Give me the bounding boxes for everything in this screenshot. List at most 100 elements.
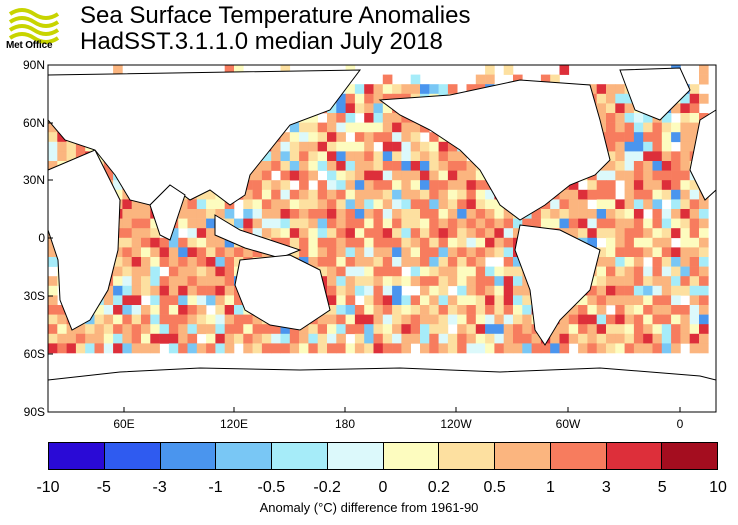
anomaly-cell	[643, 237, 653, 248]
anomaly-cell	[373, 266, 384, 277]
anomaly-cell	[689, 276, 700, 287]
anomaly-cell	[699, 228, 709, 239]
anomaly-cell	[252, 199, 263, 210]
anomaly-cell	[503, 343, 514, 354]
anomaly-cell	[652, 257, 663, 267]
anomaly-cell	[401, 305, 411, 315]
longitude-label: 120E	[220, 417, 248, 431]
anomaly-cell	[531, 343, 542, 354]
anomaly-cell	[345, 93, 356, 104]
anomaly-cell	[420, 218, 430, 229]
anomaly-cell	[196, 247, 207, 258]
anomaly-cell	[48, 132, 58, 143]
anomaly-cell	[187, 266, 198, 277]
anomaly-cell	[364, 180, 374, 191]
anomaly-cell	[633, 305, 644, 315]
anomaly-cell	[671, 180, 681, 191]
anomaly-cell	[699, 65, 709, 75]
anomaly-cell	[420, 209, 430, 219]
anomaly-cell	[606, 151, 616, 162]
anomaly-cell	[438, 333, 449, 344]
anomaly-cell	[271, 343, 281, 354]
anomaly-cell	[438, 84, 449, 95]
anomaly-cell	[615, 141, 625, 152]
anomaly-cell	[122, 247, 132, 258]
colorbar-tick-label: 0	[378, 479, 388, 496]
anomaly-cell	[587, 237, 597, 248]
anomaly-cell	[615, 257, 625, 267]
anomaly-cell	[466, 161, 477, 171]
anomaly-cell	[252, 189, 263, 200]
anomaly-cell	[354, 305, 365, 315]
anomaly-cell	[615, 209, 625, 219]
anomaly-cell	[299, 189, 309, 200]
anomaly-cell	[615, 343, 625, 354]
anomaly-cell	[494, 314, 504, 325]
anomaly-cell	[466, 266, 477, 277]
latitude-label: 0	[38, 231, 45, 245]
anomaly-cell	[57, 314, 67, 325]
anomaly-cell	[131, 285, 142, 296]
anomaly-cell	[568, 228, 579, 239]
anomaly-cell	[271, 333, 281, 344]
anomaly-cell	[57, 343, 67, 354]
anomaly-cell	[615, 170, 625, 181]
anomaly-cell	[261, 180, 272, 191]
anomaly-cell	[606, 237, 616, 248]
anomaly-cell	[261, 170, 272, 181]
anomaly-cell	[540, 74, 551, 85]
anomaly-cell	[652, 247, 663, 258]
anomaly-cell	[438, 209, 449, 219]
anomaly-cell	[457, 285, 467, 296]
colorbar-tick-label: 5	[657, 479, 667, 496]
anomaly-cell	[141, 247, 151, 258]
anomaly-cell	[503, 324, 514, 335]
anomaly-cell	[578, 333, 588, 344]
anomaly-cell	[150, 305, 160, 315]
anomaly-cell	[420, 333, 430, 344]
anomaly-cell	[606, 247, 616, 258]
anomaly-cell	[373, 189, 384, 200]
anomaly-cell	[299, 180, 309, 191]
anomaly-cell	[401, 276, 411, 287]
anomaly-cell	[606, 218, 616, 229]
anomaly-cell	[661, 314, 672, 325]
anomaly-cell	[633, 170, 644, 181]
anomaly-cell	[206, 324, 216, 335]
anomaly-cell	[178, 237, 188, 248]
colorbar-swatch	[49, 443, 105, 469]
anomaly-cell	[615, 285, 625, 296]
anomaly-cell	[680, 285, 690, 296]
anomaly-cell	[485, 295, 495, 306]
anomaly-cell	[113, 266, 123, 277]
anomaly-cell	[457, 295, 467, 306]
anomaly-cell	[364, 189, 374, 200]
anomaly-cell	[568, 180, 579, 191]
anomaly-cell	[633, 276, 644, 287]
anomaly-cell	[661, 209, 672, 219]
anomaly-cell	[503, 237, 514, 248]
anomaly-cell	[689, 180, 700, 191]
anomaly-cell	[373, 180, 384, 191]
anomaly-cell	[410, 314, 421, 325]
anomaly-cell	[671, 295, 681, 306]
anomaly-cell	[466, 305, 477, 315]
anomaly-cell	[652, 180, 663, 191]
anomaly-cell	[661, 151, 672, 162]
anomaly-cell	[141, 333, 151, 344]
anomaly-cell	[243, 324, 253, 335]
anomaly-cell	[410, 151, 421, 162]
colorbar-swatch	[495, 443, 551, 469]
anomaly-cell	[354, 180, 365, 191]
anomaly-cell	[336, 343, 346, 354]
anomaly-cell	[420, 257, 430, 267]
anomaly-cell	[364, 151, 374, 162]
colorbar-title: Anomaly (°C) difference from 1961-90	[259, 500, 479, 515]
anomaly-cell	[429, 228, 439, 239]
anomaly-cell	[392, 276, 402, 287]
anomaly-cell	[671, 333, 681, 344]
anomaly-cell	[699, 305, 709, 315]
anomaly-cell	[410, 161, 421, 171]
anomaly-cell	[317, 151, 328, 162]
anomaly-cell	[345, 218, 356, 229]
